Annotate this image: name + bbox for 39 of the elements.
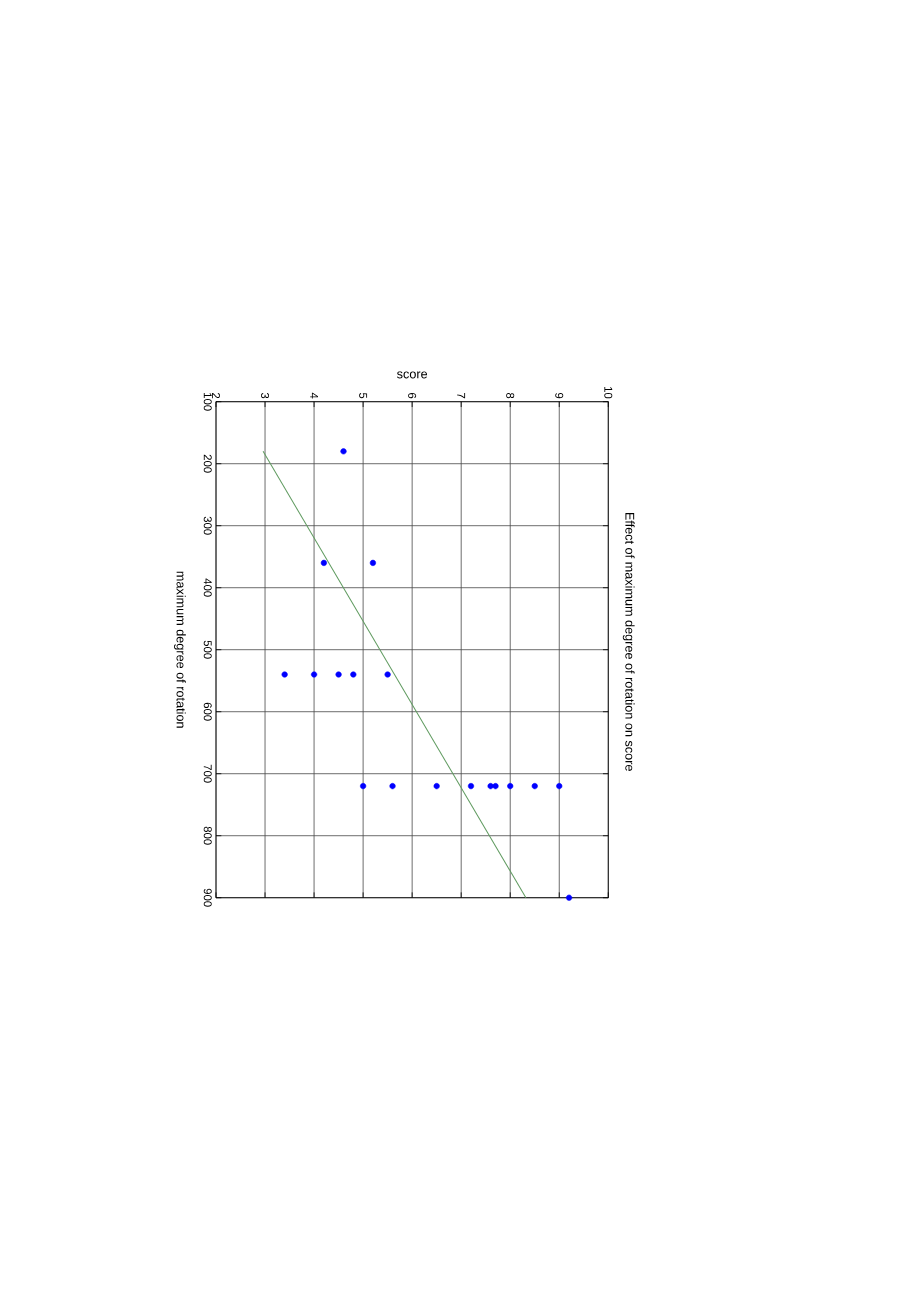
y-tick-label: 200: [203, 454, 212, 473]
x-tick-label: 2: [212, 393, 220, 399]
point: [311, 671, 318, 678]
x-tick-label: 5: [359, 392, 368, 399]
x-tick-label: 7: [457, 393, 466, 399]
point: [340, 448, 347, 455]
y-axis-title: maximum degree of rotation: [174, 571, 186, 728]
point: [467, 783, 475, 790]
x-tick-label: 4: [310, 392, 318, 399]
point: [487, 783, 494, 790]
point: [320, 559, 327, 566]
y-tick-label: 100: [203, 393, 212, 411]
point: [507, 783, 514, 790]
point: [433, 783, 440, 790]
point: [492, 783, 499, 790]
y-tick-label: 800: [203, 826, 212, 845]
x-tick-label: 6: [408, 393, 417, 399]
point: [384, 671, 391, 678]
y-tick-label: 900: [203, 888, 212, 907]
y-tick-label: 400: [203, 578, 212, 597]
y-tick-label: 700: [203, 764, 212, 783]
point: [335, 671, 342, 678]
text: Effect of maximum degree of rotation on score: [622, 512, 635, 771]
point: [556, 783, 563, 790]
y-tick-label: 500: [203, 640, 212, 659]
x-tick-label: 9: [555, 392, 564, 399]
y-tick-label: 600: [203, 702, 212, 721]
point: [566, 894, 573, 901]
x-tick-label: 3: [261, 392, 270, 399]
point: [360, 783, 367, 790]
point: [531, 783, 538, 790]
point: [389, 783, 396, 790]
point: [350, 671, 357, 678]
y-tick-label: 300: [203, 516, 212, 535]
point: [281, 671, 288, 678]
x-tick-label: 8: [506, 392, 515, 399]
x-axis-title: score: [397, 371, 428, 379]
x-tick-label: 10: [604, 387, 613, 399]
point: [369, 559, 376, 566]
